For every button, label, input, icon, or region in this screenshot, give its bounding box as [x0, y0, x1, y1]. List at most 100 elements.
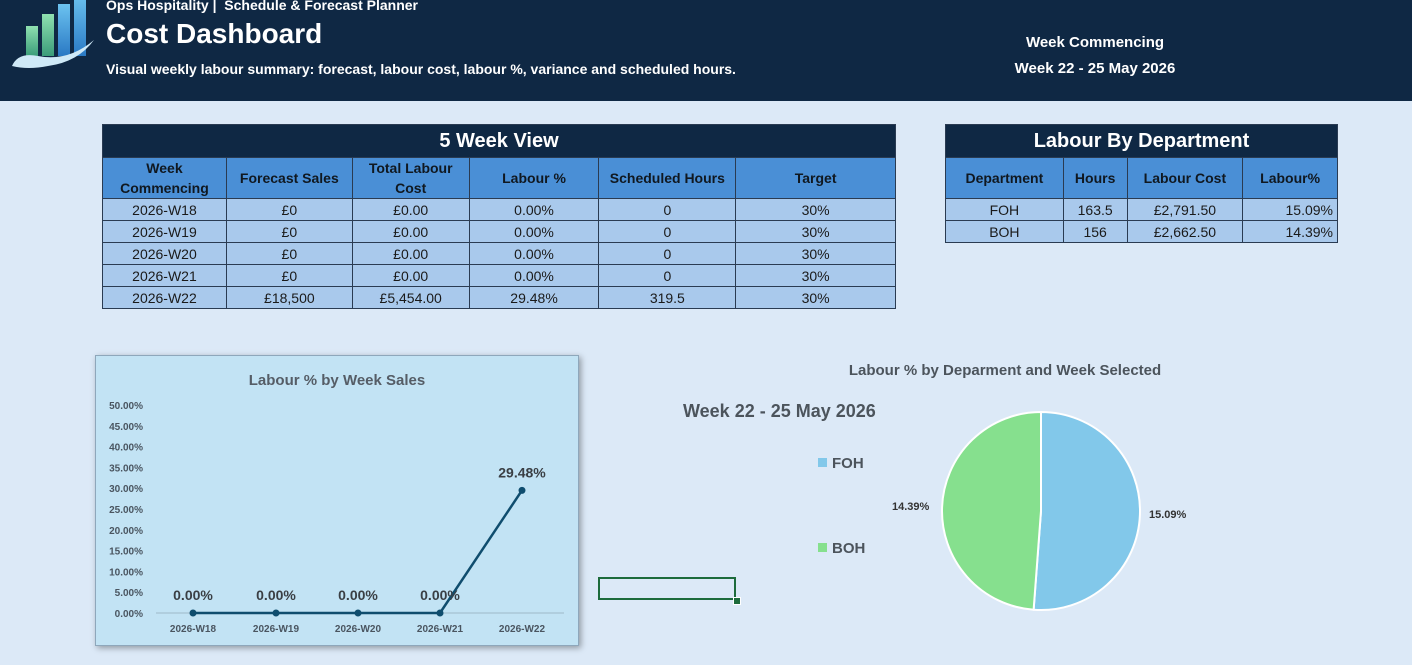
- bar-chart-logo-icon: [12, 0, 94, 68]
- table-cell[interactable]: 14.39%: [1242, 220, 1338, 243]
- table-row: 2026-W20 £0 £0.00 0.00% 0 30%: [102, 242, 896, 265]
- data-label: 0.00%: [338, 587, 378, 603]
- table-cell[interactable]: 319.5: [598, 286, 737, 309]
- col-labour-percent[interactable]: Labour %: [468, 157, 600, 199]
- col-department[interactable]: Department: [945, 157, 1064, 199]
- table-row: 2026-W18 £0 £0.00 0.00% 0 30%: [102, 198, 896, 221]
- table-cell[interactable]: £18,500: [225, 286, 353, 309]
- table-row: 2026-W19 £0 £0.00 0.00% 0 30%: [102, 220, 896, 243]
- table-cell[interactable]: 0: [598, 264, 737, 287]
- table-cell[interactable]: BOH: [945, 220, 1064, 243]
- legend-swatch-icon: [818, 543, 827, 552]
- table-cell[interactable]: £2,791.50: [1126, 198, 1244, 221]
- data-label: 29.48%: [498, 464, 546, 480]
- x-tick-label: 2026-W22: [499, 624, 546, 635]
- table-cell[interactable]: 2026-W22: [102, 286, 227, 309]
- table-cell[interactable]: 0: [598, 242, 737, 265]
- table-cell[interactable]: 2026-W18: [102, 198, 227, 221]
- selected-cell[interactable]: [598, 577, 736, 600]
- table-cell[interactable]: FOH: [945, 198, 1064, 221]
- table-cell[interactable]: 0.00%: [468, 220, 600, 243]
- table-cell[interactable]: 0: [598, 198, 737, 221]
- table-cell[interactable]: £0: [225, 198, 353, 221]
- x-tick-label: 2026-W20: [335, 624, 382, 635]
- table-row: BOH 156 £2,662.50 14.39%: [945, 220, 1338, 243]
- col-total-labour-cost[interactable]: Total Labour Cost: [351, 157, 470, 199]
- table-cell[interactable]: 30%: [735, 198, 896, 221]
- legend-swatch-icon: [818, 458, 827, 467]
- table-cell[interactable]: £0.00: [351, 264, 470, 287]
- table-cell[interactable]: 30%: [735, 242, 896, 265]
- table-cell[interactable]: 2026-W20: [102, 242, 227, 265]
- table-cell[interactable]: £0: [225, 220, 353, 243]
- table-cell[interactable]: 30%: [735, 264, 896, 287]
- table-cell[interactable]: £2,662.50: [1126, 220, 1244, 243]
- table-row: 2026-W21 £0 £0.00 0.00% 0 30%: [102, 264, 896, 287]
- y-tick-label: 50.00%: [109, 401, 143, 412]
- fill-handle[interactable]: [733, 597, 741, 605]
- col-scheduled-hours[interactable]: Scheduled Hours: [598, 157, 737, 199]
- x-tick-label: 2026-W18: [170, 624, 217, 635]
- five-week-title: 5 Week View: [102, 124, 896, 158]
- table-row: FOH 163.5 £2,791.50 15.09%: [945, 198, 1338, 221]
- data-label: 0.00%: [173, 587, 213, 603]
- col-target[interactable]: Target: [735, 157, 896, 199]
- table-cell[interactable]: £5,454.00: [351, 286, 470, 309]
- data-point: [518, 486, 526, 494]
- y-tick-label: 5.00%: [115, 588, 143, 599]
- pie-chart-svg[interactable]: [931, 401, 1151, 621]
- table-cell[interactable]: £0: [225, 242, 353, 265]
- table-cell[interactable]: 0.00%: [468, 242, 600, 265]
- line-chart-title: Labour % by Week Sales: [248, 372, 426, 389]
- data-point: [354, 609, 362, 617]
- labour-by-week-chart[interactable]: Labour % by Week Sales 0.00% 5.00% 10.00% 1…: [95, 355, 579, 646]
- table-cell[interactable]: 2026-W19: [102, 220, 227, 243]
- table-cell[interactable]: 30%: [735, 220, 896, 243]
- table-cell[interactable]: £0.00: [351, 220, 470, 243]
- pie-chart-title: Labour % by Deparment and Week Selected: [848, 362, 1162, 379]
- pie-chart-subtitle: Week 22 - 25 May 2026: [683, 401, 876, 421]
- col-week-commencing[interactable]: Week Commencing: [102, 157, 227, 199]
- y-tick-label: 10.00%: [109, 567, 143, 578]
- col-hours[interactable]: Hours: [1062, 157, 1128, 199]
- table-cell[interactable]: 30%: [735, 286, 896, 309]
- labour-by-department-table: Labour By Department Department Hours La…: [945, 124, 1338, 243]
- line-chart-svg: 0.00% 5.00% 10.00% 15.00% 20.00% 25.00% 30.00%…: [109, 401, 564, 635]
- pie-slice-foh: [1032, 410, 1141, 611]
- table-cell[interactable]: £0.00: [351, 198, 470, 221]
- y-tick-label: 15.00%: [109, 547, 143, 558]
- table-cell[interactable]: 0.00%: [468, 264, 600, 287]
- table-cell[interactable]: £0: [225, 264, 353, 287]
- data-label: 0.00%: [420, 587, 460, 603]
- table-cell[interactable]: 29.48%: [468, 286, 600, 309]
- week-commencing-label: Week Commencing: [1025, 34, 1165, 51]
- y-tick-label: 40.00%: [109, 443, 143, 454]
- table-cell[interactable]: 15.09%: [1242, 198, 1338, 221]
- table-cell[interactable]: 163.5: [1062, 198, 1128, 221]
- data-label: 0.00%: [256, 587, 296, 603]
- table-cell[interactable]: 156: [1062, 220, 1128, 243]
- data-point: [272, 609, 280, 617]
- data-point: [436, 609, 444, 617]
- col-labour-percent[interactable]: Labour%: [1242, 157, 1338, 199]
- x-tick-label: 2026-W21: [417, 624, 464, 635]
- y-tick-label: 25.00%: [109, 505, 143, 516]
- table-cell[interactable]: 2026-W21: [102, 264, 227, 287]
- table-row: 2026-W22 £18,500 £5,454.00 29.48% 319.5 …: [102, 286, 896, 309]
- pie-data-label-boh: 14.39%: [892, 501, 930, 513]
- pie-data-label-foh: 15.09%: [1149, 509, 1187, 521]
- data-point: [189, 609, 197, 617]
- table-cell[interactable]: 0.00%: [468, 198, 600, 221]
- table-cell[interactable]: £0.00: [351, 242, 470, 265]
- y-tick-label: 30.00%: [109, 484, 143, 495]
- legend-item-foh: FOH: [818, 455, 864, 472]
- col-labour-cost[interactable]: Labour Cost: [1126, 157, 1244, 199]
- legend-label: FOH: [832, 455, 864, 472]
- table-cell[interactable]: 0: [598, 220, 737, 243]
- page-subtitle: Visual weekly labour summary: forecast, …: [106, 61, 736, 77]
- header-bar: Ops Hospitality | Schedule & Forecast Pl…: [0, 0, 1412, 101]
- pie-slice-boh: [940, 410, 1042, 611]
- five-week-table: 5 Week View Week Commencing Forecast Sal…: [102, 124, 896, 309]
- y-tick-label: 20.00%: [109, 526, 143, 537]
- col-forecast-sales[interactable]: Forecast Sales: [225, 157, 353, 199]
